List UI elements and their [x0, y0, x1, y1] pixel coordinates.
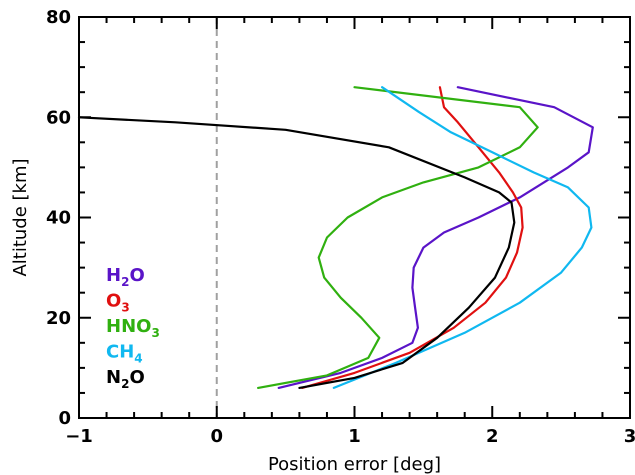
legend-entry-base: HNO [106, 316, 151, 337]
legend-entry-o3: O3 [106, 291, 130, 315]
legend-entry-n2o: N2O [106, 367, 145, 391]
series-line-h2o [277, 86, 594, 389]
plot-area [77, 17, 594, 418]
legend-entry-subscript: 4 [134, 352, 142, 366]
x-tick-label: 2 [486, 426, 499, 447]
y-tick-label: 60 [46, 107, 71, 128]
x-axis-label: Position error [deg] [268, 454, 441, 475]
series-line-hno3 [257, 86, 539, 389]
legend-entry-hno3: HNO3 [106, 316, 160, 340]
legend-entry-subscript: 2 [121, 275, 129, 289]
legend-entry-tail: O [129, 367, 144, 388]
series-line-ch4 [332, 86, 593, 389]
legend-entry-h2o: H2O [106, 265, 145, 289]
x-tick-label: 3 [624, 426, 635, 447]
x-tick-label: 1 [348, 426, 361, 447]
legend-entry-subscript: 2 [121, 377, 129, 391]
legend-entry-base: N [106, 367, 121, 388]
y-tick-label: 20 [46, 308, 71, 329]
y-tick-label: 80 [46, 7, 71, 28]
legend-entry-base: H [106, 265, 121, 286]
y-axis-label: Altitude [km] [10, 158, 31, 276]
legend-entry-tail: O [129, 265, 144, 286]
x-tick-label: 0 [210, 426, 223, 447]
legend-entry-ch4: CH4 [106, 342, 143, 366]
y-tick-label: 40 [46, 208, 71, 229]
legend-entry-subscript: 3 [151, 326, 159, 340]
legend-entry-base: CH [106, 342, 134, 363]
plot-frame [78, 16, 631, 419]
y-tick-label: 0 [58, 408, 71, 429]
x-tick-label: −1 [65, 426, 93, 447]
legend-entry-base: O [106, 291, 121, 312]
series-line-n2o [77, 116, 516, 389]
series-line-o3 [301, 86, 524, 389]
legend-entry-subscript: 3 [121, 301, 129, 315]
